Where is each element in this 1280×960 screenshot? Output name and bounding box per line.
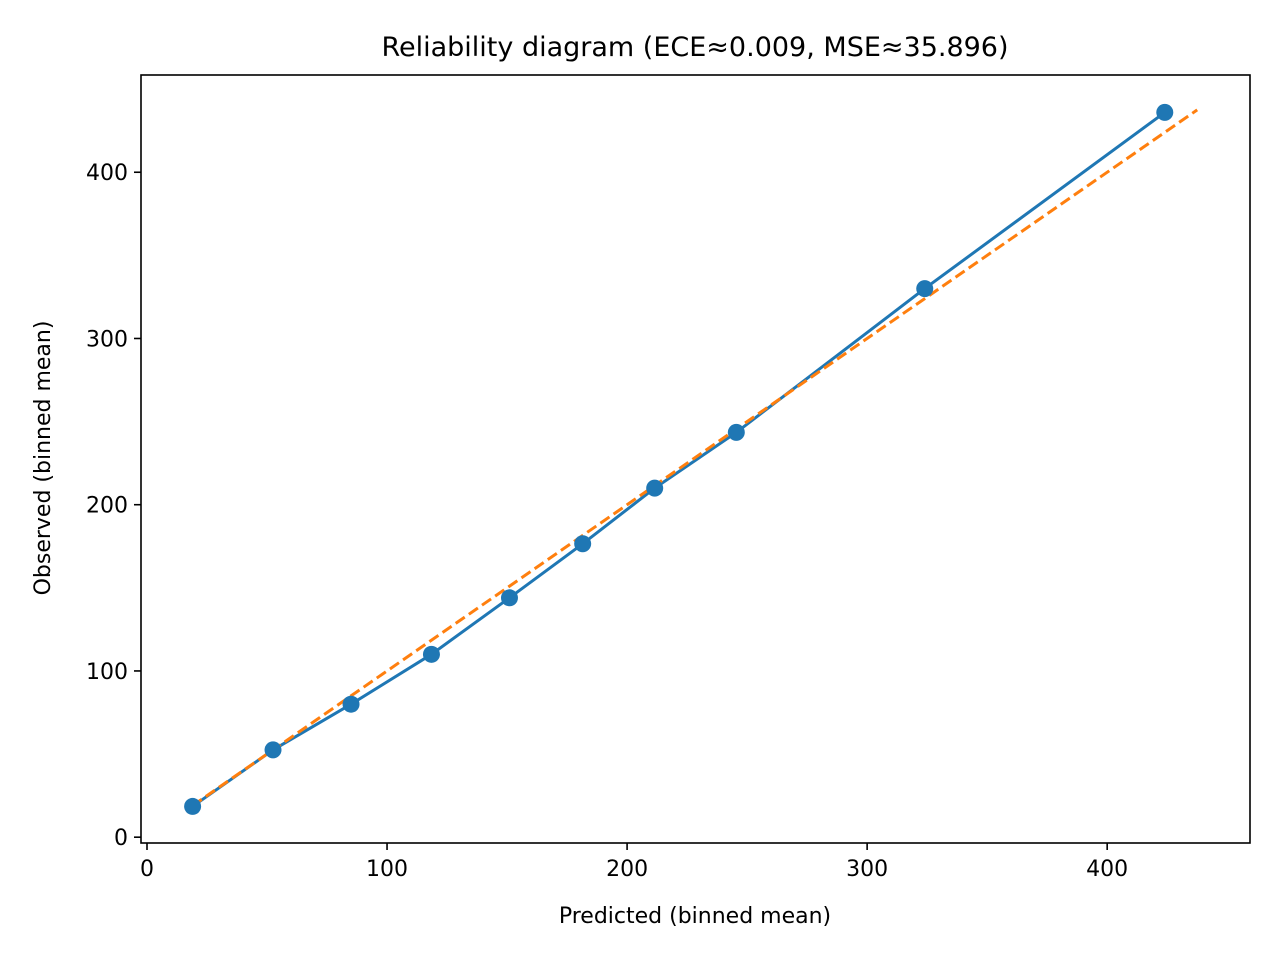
y-tick-label: 200: [86, 494, 128, 519]
calibration-point: [646, 479, 664, 497]
y-tick-label: 300: [86, 327, 128, 352]
calibration-point: [184, 797, 202, 815]
calibration-point: [916, 280, 934, 298]
chart-title: Reliability diagram (ECE≈0.009, MSE≈35.8…: [381, 32, 1008, 63]
axis-ticks: 0 100 200 300 400 0 100 200 300 400: [86, 161, 1128, 882]
x-tick-label: 100: [366, 857, 408, 882]
x-tick-label: 400: [1086, 857, 1128, 882]
calibration-point: [264, 741, 282, 759]
calibration-point: [342, 695, 360, 713]
y-axis-label: Observed (binned mean): [31, 321, 56, 596]
y-tick-label: 400: [86, 161, 128, 186]
y-tick-label: 100: [86, 660, 128, 685]
x-tick-label: 0: [140, 857, 154, 882]
y-tick-label: 0: [114, 826, 128, 851]
x-tick-label: 300: [846, 857, 888, 882]
calibration-point: [1156, 103, 1174, 121]
calibration-curve-line: [191, 111, 1166, 808]
calibration-point: [500, 589, 518, 607]
calibration-point: [574, 535, 592, 553]
x-tick-label: 200: [606, 857, 648, 882]
calibration-point: [422, 645, 440, 663]
axes-frame: [140, 74, 1251, 844]
calibration-point: [727, 423, 745, 441]
reference-diagonal-line: [191, 108, 1199, 807]
x-axis-label: Predicted (binned mean): [559, 904, 831, 929]
plot-area: [140, 74, 1251, 844]
